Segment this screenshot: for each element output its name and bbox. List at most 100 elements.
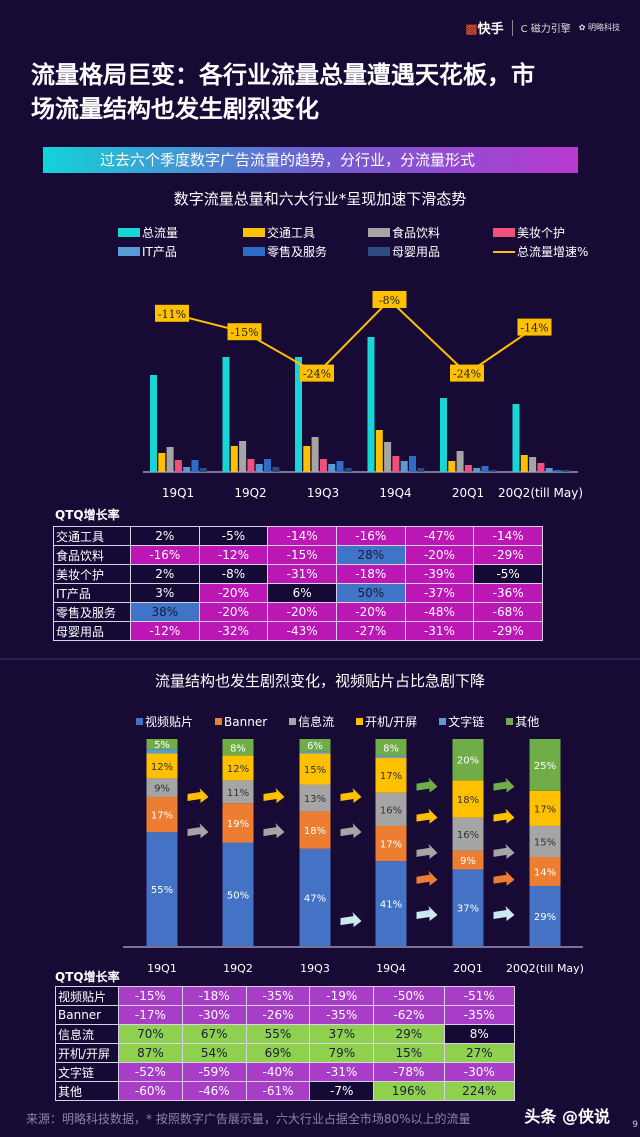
segment: [375, 755, 407, 758]
chart1-title: 数字流量总量和六大行业*呈现加速下滑态势: [173, 190, 467, 208]
table-row: 母婴用品 -12% -32% -43% -27% -31% -29%: [53, 621, 543, 641]
legend-label: Banner: [224, 714, 268, 729]
table-cell: -18%: [181, 986, 247, 1006]
table-cell: -20%: [404, 545, 475, 565]
bar: [222, 357, 230, 472]
table-cell: -31%: [309, 1062, 375, 1082]
table-row: Banner -17% -30% -26% -35% -62% -35%: [55, 1005, 516, 1025]
arrow-icon: [416, 905, 438, 921]
growth-label-box: [372, 291, 407, 308]
table-cell: -31%: [404, 621, 475, 641]
table-cell: -20%: [335, 602, 406, 622]
segment: [529, 739, 561, 791]
arrow-icon: [493, 843, 515, 859]
table-cell: 8%: [443, 1024, 516, 1044]
table-cell: -14%: [267, 526, 337, 546]
bar: [311, 437, 319, 472]
table-cell: -15%: [118, 986, 183, 1006]
segment-label: 19%: [227, 819, 249, 830]
segment: [299, 784, 331, 812]
table-cell: -30%: [181, 1005, 247, 1025]
arrow-icon: [187, 787, 209, 803]
section-divider: [0, 658, 640, 660]
table-cell: -18%: [335, 564, 406, 584]
table-cell: -30%: [443, 1062, 516, 1082]
segment-label: 17%: [380, 840, 402, 851]
segment: [529, 856, 561, 886]
title-line-2: 场流量结构也发生剧烈变化: [31, 95, 319, 123]
table-cell: -17%: [118, 1005, 183, 1025]
segment: [222, 739, 254, 756]
bar: [150, 375, 157, 472]
segment-label: 12%: [227, 764, 249, 775]
x-tick-label: 19Q2: [223, 962, 253, 975]
table-row: 视频贴片 -15% -18% -35% -19% -50% -51%: [55, 986, 516, 1006]
bar: [489, 470, 497, 472]
industry-traffic-chart: 19Q1 19Q2 19Q3 19Q4 20Q1 20Q2(till May) -11% -1…: [143, 291, 583, 500]
bar: [448, 461, 456, 472]
segment: [375, 757, 407, 793]
legend-label: 零售及服务: [267, 245, 328, 259]
row-label: 零售及服务: [53, 602, 131, 622]
table-cell: -48%: [404, 602, 475, 622]
source-note: 来源：明略科技数据，* 按照数字广告展示量，六大行业占据全市场80%以上的流量: [26, 1112, 471, 1126]
legend-item: 母婴用品: [368, 243, 493, 260]
bar: [367, 337, 375, 472]
legend-label: 信息流: [298, 715, 335, 729]
table-cell: -14%: [473, 526, 543, 546]
x-tick-label: 20Q1: [452, 486, 484, 500]
legend-item: 零售及服务: [243, 243, 368, 260]
table-cell: 67%: [181, 1024, 247, 1044]
arrow-icon: [263, 823, 285, 839]
arrow-icon: [340, 787, 362, 803]
arrow-icon: [416, 843, 438, 859]
segment-label: 25%: [534, 761, 556, 772]
segment-label: 9%: [154, 784, 170, 795]
table-cell: 70%: [118, 1024, 183, 1044]
row-label: 食品饮料: [53, 545, 131, 565]
bar: [328, 464, 336, 472]
table-cell: 224%: [443, 1081, 516, 1101]
table-row: 美妆个护 2% -8% -31% -18% -39% -5%: [53, 564, 543, 584]
segment-label: 16%: [457, 830, 479, 841]
row-label: 开机/开屏: [55, 1043, 119, 1063]
legend-item: 食品饮料: [368, 224, 493, 241]
table-cell: -20%: [198, 583, 269, 603]
segment: [146, 749, 178, 754]
table-cell: -43%: [267, 621, 337, 641]
x-tick-label: 19Q3: [300, 962, 330, 975]
format-growth-table: 视频贴片 -15% -18% -35% -19% -50% -51% Banner -17% -3…: [55, 986, 516, 1101]
table-cell: 50%: [335, 583, 406, 603]
arrow-icon: [416, 777, 438, 793]
bar: [440, 398, 447, 472]
table-cell: -59%: [181, 1062, 247, 1082]
segment: [299, 811, 331, 849]
legend-swatch: [356, 718, 364, 725]
segment: [529, 825, 561, 857]
segment-label: 12%: [151, 762, 173, 773]
table-row: 食品饮料 -16% -12% -15% 28% -20% -29%: [53, 545, 543, 565]
table-cell: 196%: [373, 1081, 445, 1101]
legend-item: 总流量: [118, 224, 243, 241]
bar: [166, 447, 174, 472]
growth-label: -24%: [303, 368, 331, 381]
table-cell: -8%: [198, 564, 269, 584]
legend-swatch: [136, 718, 143, 725]
industry-growth-table: 交通工具 2% -5% -14% -16% -47% -14% 食品饮料 -16% -12% -15…: [53, 526, 543, 641]
bar: [520, 455, 528, 472]
bar: [473, 468, 481, 472]
bar: [272, 467, 280, 472]
x-tick-label: 19Q4: [379, 486, 411, 500]
table-cell: -60%: [118, 1081, 183, 1101]
growth-label-box: [300, 364, 334, 382]
row-label: 交通工具: [53, 526, 131, 546]
legend-item: 文字链: [439, 713, 484, 730]
legend-item: Banner: [215, 713, 267, 730]
bar: [554, 470, 561, 472]
x-tick-label: 19Q2: [234, 486, 266, 500]
table1-caption: QTQ增长率: [55, 508, 120, 522]
bar: [384, 442, 392, 472]
segment-label: 13%: [304, 794, 326, 805]
segment: [299, 753, 331, 785]
partner-logos: ▩快手 C 磁力引擎 ✿ 明略科技: [465, 18, 620, 37]
